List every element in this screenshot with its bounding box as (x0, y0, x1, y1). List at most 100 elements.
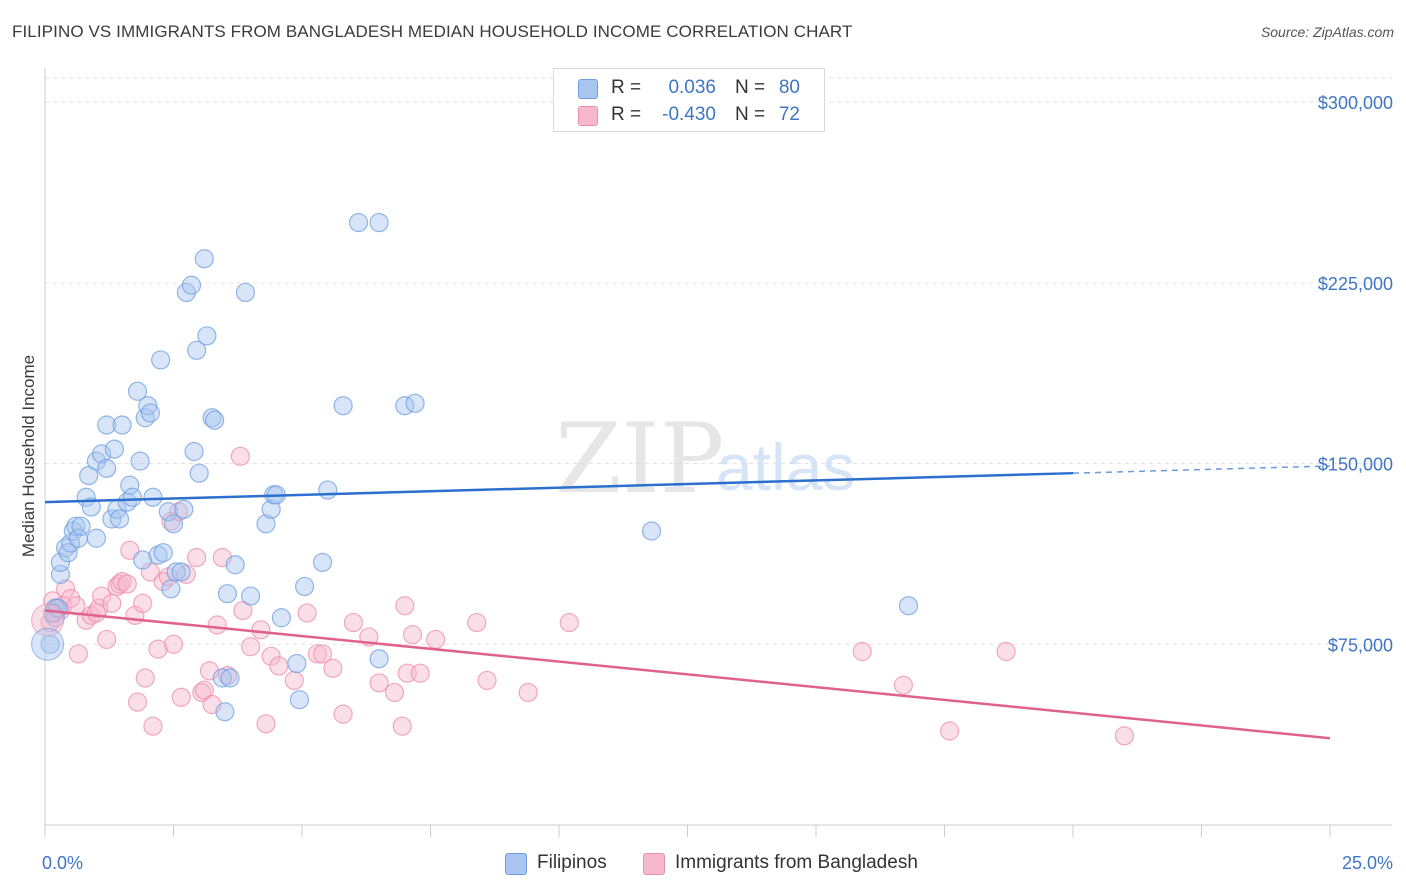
filipinos-point (312, 552, 333, 572)
n-label: N = (735, 77, 766, 98)
bangladesh-point (384, 682, 405, 703)
filipinos-point (148, 545, 168, 565)
bangladesh-point (395, 596, 415, 616)
bangladesh-point (241, 637, 261, 657)
bangladesh-point (467, 612, 487, 633)
bangladesh-point (256, 714, 276, 734)
bangladesh-point (940, 721, 960, 741)
bangladesh-point (148, 639, 168, 659)
filipinos-point (166, 562, 186, 582)
filipinos-point (130, 451, 150, 471)
bangladesh-point (392, 716, 412, 736)
bangladesh-point (102, 593, 122, 613)
filipinos-swatch (505, 853, 527, 875)
bangladesh-point (312, 644, 333, 664)
filipinos-point (898, 596, 919, 616)
bangladesh-point (169, 502, 189, 522)
filipinos-point (369, 212, 389, 233)
r-value: -0.430 (662, 104, 716, 125)
axes (44, 68, 1392, 837)
filipinos-point (151, 350, 171, 370)
filipinos-point (81, 497, 101, 517)
filipinos-point (215, 702, 235, 722)
filipinos-point (287, 653, 307, 674)
watermark-atlas: atlas (716, 430, 855, 504)
filipinos-point (163, 514, 184, 534)
filipinos-point (138, 396, 158, 416)
filipinos-point (271, 608, 292, 628)
filipinos-point (181, 275, 202, 295)
filipinos-point (97, 458, 117, 478)
bangladesh-point (426, 629, 446, 650)
legend-row-filipinos: R = 0.036 N = 80 (554, 74, 824, 102)
filipinos-point (187, 340, 207, 360)
filipinos-point (102, 509, 122, 529)
bangladesh-point (852, 641, 872, 662)
filipinos-point (348, 212, 369, 233)
trend-lines (44, 465, 1331, 740)
chart-title: FILIPINO VS IMMIGRANTS FROM BANGLADESH M… (12, 22, 853, 41)
filipinos-trend-line (44, 471, 1074, 504)
filipinos-point (71, 516, 91, 536)
bangladesh-point (996, 641, 1016, 662)
legend-bangladesh-label: Immigrants from Bangladesh (675, 852, 918, 873)
filipinos-point (66, 516, 86, 536)
bangladesh-point (369, 673, 389, 693)
r-label: R = (611, 77, 642, 98)
filipinos-point (217, 584, 238, 604)
y-tick-label: $150,000 (1318, 455, 1393, 475)
x-tick-label: 0.0% (42, 853, 83, 873)
filipinos-point (86, 528, 107, 548)
bangladesh-point (135, 668, 155, 688)
filipinos-point (197, 326, 217, 346)
bangladesh-point (127, 692, 148, 712)
source-label: Source: ZipAtlas.com (1260, 24, 1394, 40)
filipinos-cluster-point (30, 627, 65, 661)
bangladesh-point (133, 593, 153, 613)
bangladesh-point (410, 663, 430, 683)
tick-labels: $75,000 $150,000 $225,000 $300,000 0.0% 25.0% (42, 93, 1393, 873)
bangladesh-trend-line (44, 609, 1331, 740)
gridlines (45, 77, 1392, 645)
filipinos-trend-extension (1072, 465, 1331, 474)
filipinos-point (158, 502, 178, 522)
filipinos-point (261, 499, 281, 519)
y-axis-label: Median Household Income (19, 355, 38, 557)
filipinos-point (140, 403, 160, 423)
watermark: ZIP atlas (555, 403, 855, 515)
filipinos-point (641, 521, 662, 541)
filipinos-point (143, 487, 163, 507)
filipinos-swatch (578, 79, 598, 99)
bangladesh-point (143, 716, 163, 736)
bangladesh-point (109, 574, 130, 594)
bangladesh-point (284, 670, 304, 691)
filipinos-point (133, 550, 153, 570)
bangladesh-point (269, 656, 289, 676)
bangladesh-point (91, 586, 112, 606)
bangladesh-point (187, 547, 207, 568)
filipinos-point (109, 509, 130, 529)
bangladesh-point (261, 646, 281, 666)
legend-row-bangladesh: R = -0.430 N = 72 (554, 101, 824, 129)
bangladesh-point (207, 615, 227, 635)
bangladesh-point (68, 644, 89, 664)
filipinos-point (256, 514, 276, 534)
bangladesh-point (117, 574, 137, 594)
n-label: N = (735, 104, 766, 125)
bangladesh-point (230, 446, 250, 466)
filipinos-point (202, 408, 222, 428)
y-tick-label: $75,000 (1328, 635, 1393, 655)
bangladesh-point (120, 540, 140, 560)
r-label: R = (611, 104, 642, 125)
n-value: 72 (778, 104, 800, 125)
filipinos-point (189, 463, 209, 483)
filipinos-point (241, 586, 261, 606)
watermark-zip: ZIP (555, 403, 724, 515)
filipinos-point (122, 487, 142, 507)
filipinos-point (318, 480, 338, 500)
filipinos-point (205, 410, 225, 430)
bangladesh-point (97, 629, 117, 650)
bangladesh-point (171, 687, 191, 707)
bangladesh-point (477, 670, 497, 691)
